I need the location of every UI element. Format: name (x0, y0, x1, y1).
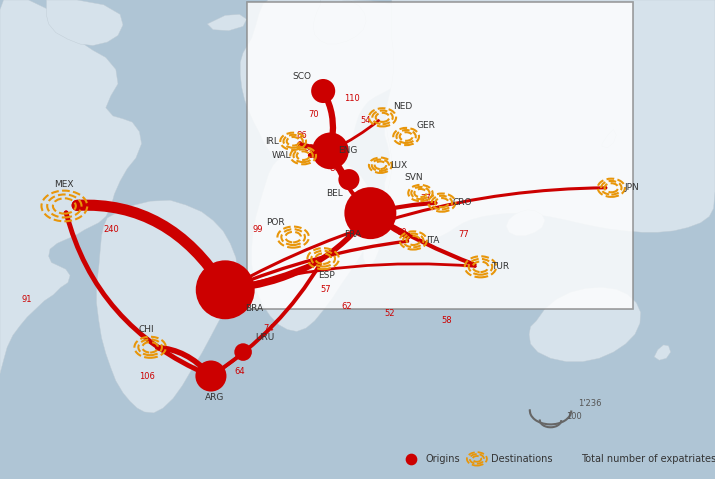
Polygon shape (385, 114, 442, 204)
FancyBboxPatch shape (247, 2, 633, 309)
Polygon shape (529, 287, 641, 362)
Text: CRO: CRO (452, 198, 472, 207)
Text: 86: 86 (303, 144, 315, 153)
Text: Origins: Origins (425, 454, 460, 464)
Point (220, 286, 231, 294)
Text: MEX: MEX (54, 180, 74, 189)
Text: Total number of expatriates: Total number of expatriates (581, 454, 715, 464)
Text: 52: 52 (385, 309, 395, 318)
Text: 86: 86 (296, 131, 307, 139)
FancyArrowPatch shape (228, 241, 408, 289)
FancyArrowPatch shape (332, 153, 345, 175)
Polygon shape (386, 0, 715, 242)
Text: GER: GER (417, 122, 435, 130)
Point (237, 348, 249, 356)
Text: 77: 77 (420, 194, 431, 203)
Polygon shape (654, 345, 671, 360)
FancyArrowPatch shape (213, 264, 320, 375)
Text: BEL: BEL (326, 190, 343, 198)
Text: 86: 86 (329, 164, 340, 173)
FancyArrowPatch shape (327, 99, 333, 148)
Text: 77: 77 (337, 173, 349, 182)
Text: 240: 240 (103, 226, 119, 234)
Text: TUR: TUR (491, 262, 510, 271)
Text: 77: 77 (458, 230, 469, 239)
Text: ITA: ITA (427, 236, 440, 245)
FancyArrowPatch shape (373, 215, 474, 264)
Text: BRA: BRA (245, 305, 263, 313)
Text: LUX: LUX (390, 161, 408, 170)
Text: ENG: ENG (338, 147, 358, 155)
FancyArrowPatch shape (213, 356, 239, 375)
Text: FRA: FRA (344, 230, 361, 239)
Point (325, 147, 336, 155)
Point (317, 87, 329, 95)
FancyArrowPatch shape (158, 348, 209, 374)
Polygon shape (240, 0, 430, 171)
Text: ESP: ESP (318, 271, 335, 280)
Polygon shape (0, 0, 142, 374)
Text: 74: 74 (263, 324, 273, 332)
Point (343, 176, 355, 183)
Text: IRL: IRL (265, 137, 279, 146)
Text: 64: 64 (332, 161, 342, 170)
Text: 60: 60 (397, 228, 407, 237)
Text: 57: 57 (320, 285, 330, 294)
FancyArrowPatch shape (332, 157, 368, 211)
Text: URU: URU (255, 333, 274, 342)
Polygon shape (506, 210, 545, 236)
Polygon shape (363, 239, 379, 269)
Point (205, 372, 217, 380)
Text: 106: 106 (139, 372, 154, 380)
FancyArrowPatch shape (325, 93, 333, 145)
FancyArrowPatch shape (228, 261, 318, 289)
FancyArrowPatch shape (373, 215, 408, 238)
Text: Destinations: Destinations (491, 454, 553, 464)
FancyArrowPatch shape (310, 152, 327, 155)
Polygon shape (313, 0, 366, 44)
Text: 1'236: 1'236 (578, 399, 601, 408)
Text: NED: NED (393, 103, 412, 111)
Polygon shape (46, 0, 123, 46)
Text: 62: 62 (342, 302, 352, 311)
Polygon shape (97, 200, 237, 413)
Text: 58: 58 (442, 317, 452, 325)
Text: 91: 91 (22, 295, 32, 304)
FancyArrowPatch shape (334, 157, 347, 178)
FancyArrowPatch shape (332, 121, 378, 149)
Text: 110: 110 (344, 94, 360, 103)
FancyArrowPatch shape (66, 213, 208, 375)
Text: 64: 64 (235, 367, 245, 376)
Text: SCO: SCO (292, 72, 311, 81)
FancyArrowPatch shape (77, 205, 224, 287)
Polygon shape (272, 54, 309, 79)
Text: SVN: SVN (404, 173, 423, 182)
Text: POR: POR (266, 218, 285, 227)
Text: ARG: ARG (204, 393, 225, 402)
Text: 99: 99 (252, 226, 262, 234)
Text: JPN: JPN (624, 183, 638, 192)
Point (405, 455, 417, 463)
Polygon shape (602, 129, 616, 148)
Point (365, 209, 376, 217)
FancyArrowPatch shape (227, 188, 606, 288)
Text: 70: 70 (308, 110, 318, 118)
FancyArrowPatch shape (373, 203, 435, 213)
FancyArrowPatch shape (228, 219, 365, 290)
Text: 54: 54 (361, 116, 371, 125)
Polygon shape (207, 14, 247, 31)
Text: WAL: WAL (272, 151, 292, 160)
FancyArrowPatch shape (228, 264, 475, 289)
Text: CHI: CHI (139, 325, 154, 333)
FancyArrowPatch shape (300, 144, 327, 150)
Polygon shape (252, 153, 375, 331)
Text: 100: 100 (566, 412, 582, 421)
